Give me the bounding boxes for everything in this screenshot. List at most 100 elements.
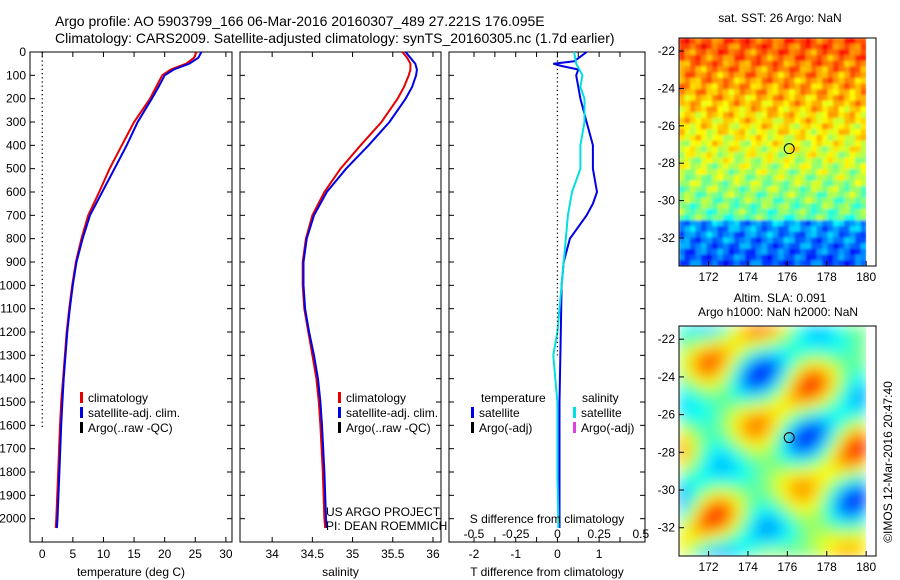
map-cell [684, 117, 691, 125]
map-cell [706, 527, 713, 534]
map-cell [816, 412, 823, 419]
map-cell [833, 510, 840, 517]
map-cell [761, 180, 768, 187]
map-cell [849, 538, 856, 546]
map-cell [750, 89, 757, 96]
map-cell [844, 452, 851, 459]
map-cell [756, 395, 763, 402]
map-cell [860, 510, 867, 517]
map-cell [811, 492, 818, 500]
map-cell [789, 400, 796, 408]
map-cell [811, 498, 818, 505]
map-cell [844, 231, 851, 239]
map-cell [679, 343, 686, 350]
map-cell [761, 129, 768, 136]
map-cell [827, 504, 834, 511]
map-cell [701, 169, 708, 176]
map-cell [844, 377, 851, 385]
map-cell [745, 538, 752, 546]
map-cell [778, 521, 785, 528]
map-cell [717, 458, 724, 465]
map-cell [838, 243, 845, 250]
map-cell [706, 331, 713, 339]
map-cell [767, 77, 774, 85]
map-cell [772, 254, 779, 261]
map-cell [855, 220, 862, 227]
map-cell [789, 498, 796, 505]
map-cell [723, 243, 730, 250]
map-cell [789, 343, 796, 350]
map-cell [772, 435, 779, 442]
map-cell [690, 203, 697, 210]
map-cell [783, 510, 790, 517]
map-cell [684, 498, 691, 505]
map-cell [822, 331, 829, 339]
map-cell [772, 400, 779, 408]
map-cell [695, 400, 702, 408]
map-cell [739, 134, 746, 142]
map-cell [860, 550, 867, 556]
map-cell [701, 152, 708, 159]
legend-entry: climatology [346, 391, 406, 405]
map-cell [789, 469, 796, 477]
map-cell [860, 429, 867, 436]
map-cell [723, 95, 730, 102]
map-cell [800, 152, 807, 159]
map-cell [684, 366, 691, 373]
map-cell [695, 406, 702, 413]
map-cell [745, 243, 752, 250]
map-cell [761, 43, 768, 50]
map-cell [794, 446, 801, 454]
map-cell [739, 203, 746, 210]
map-cell [778, 186, 785, 193]
map-cell [805, 220, 812, 227]
map-cell [794, 260, 801, 266]
map-cell [706, 441, 713, 448]
map-cell [800, 354, 807, 362]
map-cell [701, 226, 708, 233]
map-cell [772, 66, 779, 73]
map-cell [717, 123, 724, 130]
x-tick-label: 174 [738, 560, 758, 574]
map-cell [855, 191, 862, 199]
map-cell [761, 521, 768, 528]
map-cell [811, 129, 818, 136]
map-cell [739, 343, 746, 350]
map-cell [701, 89, 708, 96]
map-cell [679, 354, 686, 362]
map-cell [838, 55, 845, 62]
map-cell [734, 226, 741, 233]
map-cell [761, 487, 768, 494]
map-cell [750, 498, 757, 505]
map-cell [679, 243, 686, 250]
map-cell [767, 383, 774, 390]
map-cell [860, 66, 867, 73]
map-cell [827, 112, 834, 119]
map-cell [706, 89, 713, 96]
map-cell [745, 197, 752, 204]
map-cell [717, 169, 724, 176]
map-cell [728, 550, 735, 556]
map-cell [679, 498, 686, 505]
map-cell [805, 43, 812, 50]
map-cell [750, 100, 757, 107]
map-cell [690, 418, 697, 425]
map-cell [756, 452, 763, 459]
map-cell [800, 498, 807, 505]
map-cell [690, 389, 697, 396]
map-cell [838, 389, 845, 396]
map-cell [783, 389, 790, 396]
map-cell [761, 60, 768, 68]
map-cell [860, 383, 867, 390]
map-cell [860, 117, 867, 125]
map-cell [778, 504, 785, 511]
map-cell [811, 220, 818, 227]
map-cell [750, 343, 757, 350]
map-cell [827, 441, 834, 448]
map-cell [706, 49, 713, 56]
map-cell [844, 157, 851, 164]
map-cell [833, 400, 840, 408]
map-cell [860, 254, 867, 261]
map-cell [855, 331, 862, 339]
map-cell [679, 100, 686, 107]
